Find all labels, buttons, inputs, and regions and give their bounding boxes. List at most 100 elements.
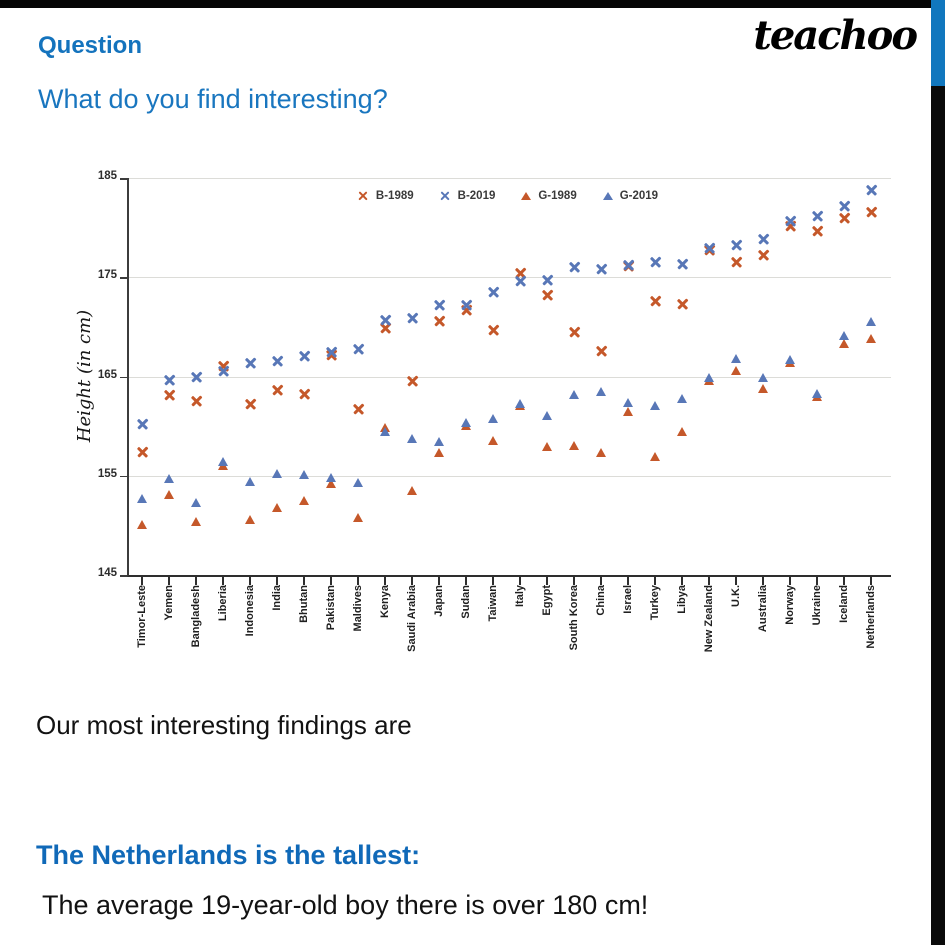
x-marker-icon <box>407 375 418 386</box>
x-marker-icon <box>137 447 148 458</box>
point-g-2019-13 <box>488 410 498 428</box>
x-marker-icon <box>326 347 337 358</box>
point-g-1989-16 <box>569 437 579 455</box>
triangle-marker-icon <box>866 316 876 326</box>
point-g-1989-4 <box>245 511 255 529</box>
y-tick-label-185: 185 <box>97 170 117 182</box>
triangle-marker-icon <box>272 502 282 512</box>
point-b-2019-3 <box>218 364 229 382</box>
point-g-2019-5 <box>272 465 282 483</box>
x-marker-icon <box>515 275 526 286</box>
x-tick-label-south-korea: South Korea <box>568 585 580 651</box>
point-g-2019-27 <box>866 313 876 331</box>
point-b-1989-8 <box>353 401 364 419</box>
point-g-2019-1 <box>164 470 174 488</box>
x-tick-17 <box>600 577 602 585</box>
x-tick-12 <box>465 577 467 585</box>
point-g-2019-26 <box>839 327 849 345</box>
x-tick-6 <box>303 577 305 585</box>
triangle-marker-icon <box>731 353 741 363</box>
x-marker-icon <box>299 388 310 399</box>
triangle-marker-icon <box>650 401 660 411</box>
x-marker-icon <box>596 346 607 357</box>
y-tick-155 <box>120 475 127 478</box>
point-b-2019-7 <box>326 345 337 363</box>
point-b-2019-18 <box>623 257 634 275</box>
x-marker-icon <box>353 344 364 355</box>
x-marker-icon <box>461 299 472 310</box>
x-marker-icon <box>866 207 877 218</box>
point-b-1989-19 <box>650 293 661 311</box>
point-g-2019-24 <box>785 351 795 369</box>
triangle-marker-icon <box>704 373 714 383</box>
triangle-marker-icon <box>542 411 552 421</box>
x-tick-20 <box>681 577 683 585</box>
x-marker-icon <box>650 256 661 267</box>
y-tick-label-165: 165 <box>97 368 117 381</box>
right-stripe-black <box>931 86 945 945</box>
x-marker-icon <box>434 299 445 310</box>
x-tick-label-u-k-: U.K. <box>730 585 742 607</box>
point-b-2019-25 <box>812 209 823 227</box>
point-g-1989-11 <box>434 444 444 462</box>
point-g-2019-7 <box>326 469 336 487</box>
legend-label: G-1989 <box>538 190 577 202</box>
triangle-marker-icon <box>677 394 687 404</box>
x-tick-label-israel: Israel <box>622 585 634 614</box>
x-tick-26 <box>843 577 845 585</box>
finding-detail: The average 19-year-old boy there is ove… <box>42 890 649 920</box>
triangle-marker-icon <box>434 447 444 457</box>
question-label: Question <box>38 32 143 59</box>
point-g-1989-19 <box>650 448 660 466</box>
chart-plot-area: 145 155 165 175 185 Timor-Leste Yemen Banglades… <box>98 170 891 652</box>
triangle-marker-icon <box>353 513 363 523</box>
point-b-2019-14 <box>515 273 526 291</box>
point-g-1989-2 <box>191 513 201 531</box>
point-b-1989-17 <box>596 344 607 362</box>
x-marker-icon <box>358 191 369 202</box>
point-b-1989-23 <box>758 247 769 265</box>
point-b-2019-2 <box>191 369 202 387</box>
triangle-marker-icon <box>521 192 532 200</box>
point-g-1989-5 <box>272 499 282 517</box>
gridline-175 <box>129 277 891 279</box>
point-b-2019-8 <box>353 342 364 360</box>
triangle-marker-icon <box>245 515 255 525</box>
x-marker-icon <box>245 398 256 409</box>
triangle-marker-icon <box>137 520 147 530</box>
point-g-2019-12 <box>461 414 471 432</box>
point-b-2019-4 <box>245 356 256 374</box>
triangle-marker-icon <box>677 427 687 437</box>
x-tick-label-timor-leste: Timor-Leste <box>136 585 148 648</box>
triangle-marker-icon <box>515 399 525 409</box>
x-tick-label-indonesia: Indonesia <box>244 585 256 637</box>
x-tick-label-libya: Libya <box>676 585 688 614</box>
x-marker-icon <box>812 211 823 222</box>
x-tick-13 <box>492 577 494 585</box>
triangle-marker-icon <box>839 338 849 348</box>
x-marker-icon <box>164 374 175 385</box>
x-marker-icon <box>731 256 742 267</box>
x-marker-icon <box>272 356 283 367</box>
x-tick-9 <box>384 577 386 585</box>
point-b-2019-0 <box>137 416 148 434</box>
triangle-marker-icon <box>407 485 417 495</box>
triangle-marker-icon <box>272 468 282 478</box>
point-g-2019-3 <box>218 453 228 471</box>
x-marker-icon <box>596 263 607 274</box>
x-marker-icon <box>758 249 769 260</box>
point-g-2019-14 <box>515 395 525 413</box>
legend-label: B-1989 <box>375 190 414 202</box>
x-tick-label-netherlands: Netherlands <box>865 585 877 649</box>
point-b-2019-19 <box>650 254 661 272</box>
point-b-1989-2 <box>191 393 202 411</box>
point-b-1989-13 <box>488 323 499 341</box>
x-marker-icon <box>434 316 445 327</box>
x-tick-label-italy: Italy <box>514 585 526 608</box>
x-marker-icon <box>137 418 148 429</box>
x-tick-4 <box>249 577 251 585</box>
legend-item-b-2019: B-2019 <box>440 190 496 202</box>
triangle-marker-icon <box>542 441 552 451</box>
point-g-2019-4 <box>245 473 255 491</box>
triangle-marker-icon <box>191 517 201 527</box>
